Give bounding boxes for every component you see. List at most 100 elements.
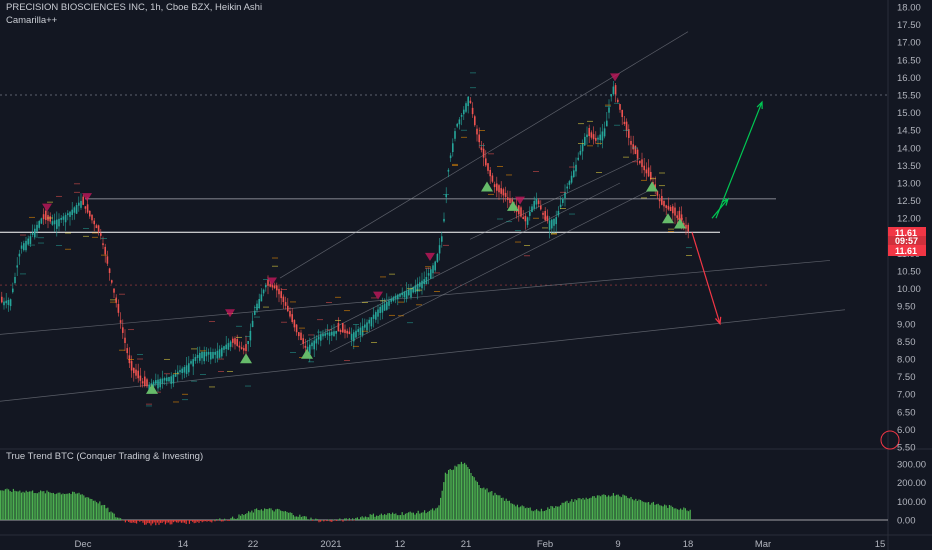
candle-body [254, 310, 256, 315]
oscillator-bar [600, 496, 602, 520]
oscillator-bar [150, 520, 152, 526]
oscillator-bar [537, 510, 539, 520]
candle-body [469, 100, 472, 104]
oscillator-bar [588, 498, 590, 520]
oscillator-bar [204, 520, 206, 522]
candle-body [575, 164, 577, 172]
oscillator-bar [633, 500, 635, 520]
oscillator-bar [436, 507, 438, 520]
oscillator-bar [451, 470, 453, 520]
oscillator-bar [675, 508, 677, 520]
oscillator-bar [590, 497, 592, 520]
oscillator-bar [201, 520, 203, 523]
oscillator-bar [46, 490, 48, 520]
oscillator-bar [483, 487, 485, 520]
oscillator-bar [544, 510, 546, 520]
oscillator-bar [172, 520, 174, 523]
oscillator-bar [561, 502, 563, 520]
indicator-label[interactable]: Camarilla++ [6, 15, 58, 26]
oscillator-bar [491, 491, 493, 520]
candle-body [544, 211, 546, 221]
oscillator-bar [481, 488, 483, 520]
oscillator-bar [281, 511, 283, 520]
candle-body [14, 276, 16, 284]
oscillator-bar [246, 513, 248, 520]
oscillator-bar [35, 493, 37, 520]
oscillator-bar [12, 488, 14, 520]
sell-signal-triangle [267, 277, 277, 286]
price-tick-label: 18.00 [897, 3, 921, 14]
candle-body [579, 150, 582, 155]
oscillator-bar [113, 513, 115, 520]
oscillator-bar [334, 520, 336, 521]
oscillator-bar [176, 520, 178, 523]
forecast-arrow-head [721, 197, 729, 206]
oscillator-bar [291, 512, 293, 520]
oscillator-bar [492, 495, 494, 520]
candle-body [20, 245, 23, 249]
oscillator-bar [462, 463, 464, 520]
candle-body [1, 296, 3, 303]
candle-body [289, 310, 291, 317]
candle-body [146, 379, 148, 387]
candle-body [419, 282, 421, 287]
candle-body [223, 346, 225, 350]
candle-body [111, 280, 113, 283]
candle-body [390, 298, 392, 302]
oscillator-bar [387, 513, 389, 520]
oscillator-bar [22, 491, 24, 520]
oscillator-bar [14, 490, 16, 520]
candle-body [502, 189, 505, 196]
candle-body [251, 320, 254, 328]
candle-body [60, 217, 62, 220]
oscillator-bar [304, 516, 306, 520]
price-axis[interactable]: 18.00 17.50 17.00 16.50 16.00 15.50 15.00 14.50… [897, 3, 921, 454]
oscillator-bar [233, 518, 235, 520]
candle-body [317, 336, 320, 340]
oscillator-bar [267, 509, 269, 520]
candle-body [170, 376, 172, 384]
oscillator-bar [259, 510, 261, 520]
oscillator-bar [315, 518, 317, 520]
oscillator-bar [136, 520, 138, 524]
candle-body [16, 265, 18, 268]
price-tick-label: 15.00 [897, 108, 921, 119]
oscillator-bar [190, 520, 192, 521]
candle-body [485, 158, 487, 166]
price-tick-label: 16.00 [897, 73, 921, 84]
oscillator-bar [160, 520, 162, 523]
candle-body [504, 192, 507, 197]
oscillator-bar [630, 496, 632, 520]
oscillator-bar [531, 510, 533, 520]
oscillator-bar [195, 520, 197, 523]
price-tick-label: 12.50 [897, 196, 921, 207]
oscillator-bar [292, 515, 294, 520]
oscillator-bar [184, 520, 186, 523]
oscillator-bar [680, 508, 682, 520]
candle-body [172, 374, 175, 384]
candle-body [335, 330, 337, 334]
candle-body [91, 214, 93, 221]
oscillator-bar [505, 498, 507, 520]
oscillator-bar [646, 502, 648, 520]
candle-body [361, 326, 364, 336]
candle-body [34, 228, 36, 238]
oscillator-bar [65, 493, 67, 520]
oscillator-bar [40, 490, 42, 520]
oscillator-bar [683, 507, 685, 520]
price-tick-label: 12.00 [897, 214, 921, 225]
candle-body [562, 198, 564, 203]
oscillator-bar [432, 508, 434, 520]
candle-body [423, 279, 425, 284]
oscillator-bar [643, 501, 645, 520]
candle-body [313, 340, 315, 350]
oscillator-title[interactable]: True Trend BTC (Conquer Trading & Invest… [6, 451, 204, 462]
oscillator-bar [446, 473, 448, 520]
time-axis[interactable]: Dec 14 22 2021 12 21 Feb 9 18 Mar 15 [75, 539, 886, 550]
oscillator-bar [321, 519, 323, 521]
candle-body [225, 344, 227, 350]
time-tick-label: 2021 [320, 539, 341, 550]
candle-body [676, 215, 678, 218]
oscillator-bar [142, 520, 144, 523]
